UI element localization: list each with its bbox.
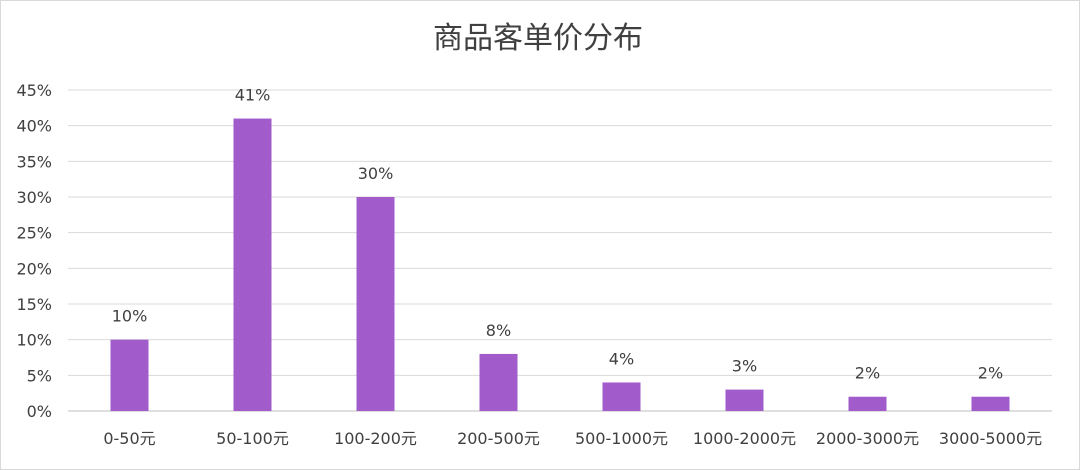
x-category-label: 200-500元	[457, 429, 540, 448]
data-label: 2%	[855, 364, 880, 383]
y-tick-label: 5%	[27, 366, 52, 385]
x-category-label: 100-200元	[334, 429, 417, 448]
bar	[479, 353, 518, 411]
chart-title: 商品客单价分布	[433, 21, 643, 56]
x-category-label: 0-50元	[103, 429, 155, 448]
y-tick-label: 15%	[16, 295, 52, 314]
y-tick-label: 40%	[16, 117, 52, 136]
x-category-label: 3000-5000元	[939, 429, 1042, 448]
bar	[233, 118, 272, 412]
data-label: 8%	[486, 321, 511, 340]
y-tick-label: 25%	[16, 224, 52, 243]
data-label: 3%	[732, 357, 757, 376]
data-label: 4%	[609, 349, 634, 368]
data-label: 41%	[235, 86, 271, 105]
bars	[110, 118, 1010, 412]
y-tick-label: 20%	[16, 259, 52, 278]
data-label: 2%	[978, 364, 1003, 383]
y-tick-label: 30%	[16, 188, 52, 207]
bar	[356, 197, 395, 411]
data-labels: 10% 41% 30% 8% 4% 3% 2% 2%	[112, 86, 1003, 383]
bar	[848, 396, 887, 411]
x-category-label: 1000-2000元	[693, 429, 796, 448]
y-tick-label: 45%	[16, 81, 52, 100]
gridlines	[68, 89, 1052, 412]
data-label: 10%	[112, 307, 148, 326]
x-axis-categories: 0-50元 50-100元 100-200元 200-500元 500-1000元 100…	[103, 429, 1042, 448]
bar	[725, 389, 764, 411]
x-category-label: 50-100元	[216, 429, 289, 448]
y-tick-label: 35%	[16, 152, 52, 171]
y-axis-ticks: 0% 5% 10% 15% 20% 25% 30% 35% 40% 45%	[16, 81, 52, 421]
bar	[602, 382, 641, 411]
y-tick-label: 10%	[16, 331, 52, 350]
bar	[971, 396, 1010, 411]
data-label: 30%	[358, 164, 394, 183]
y-tick-label: 0%	[27, 402, 52, 421]
x-category-label: 500-1000元	[575, 429, 668, 448]
x-category-label: 2000-3000元	[816, 429, 919, 448]
bar	[110, 339, 149, 411]
